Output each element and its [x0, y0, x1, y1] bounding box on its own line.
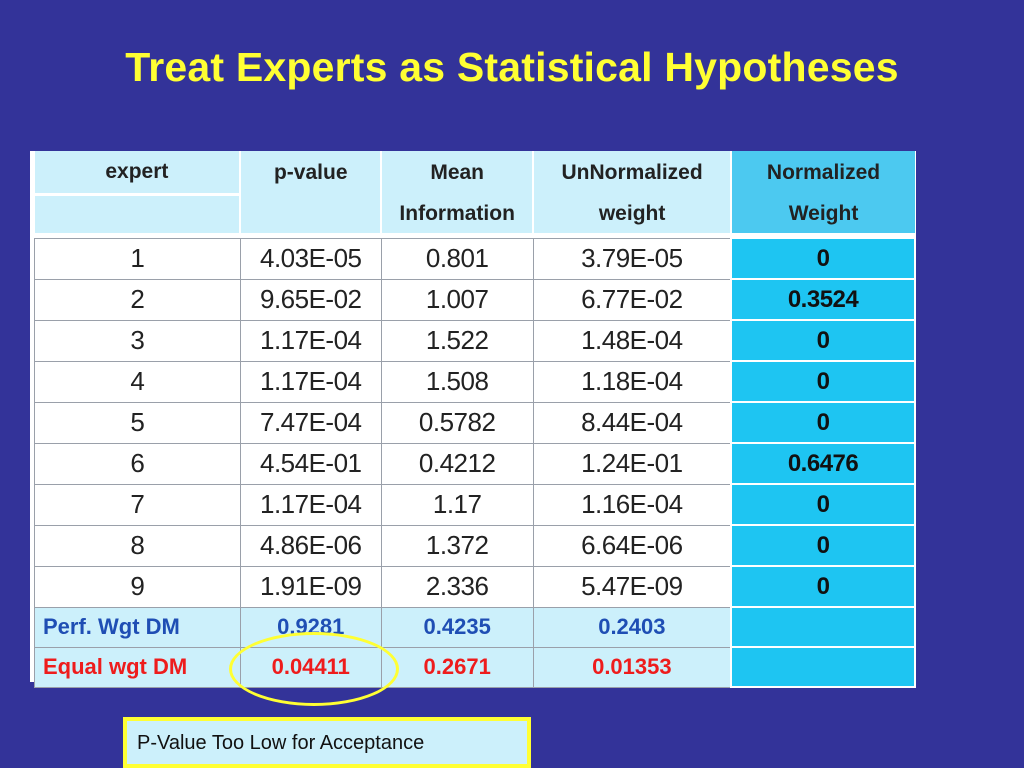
header-row: expert p-value Mean UnNormalized Normali…	[34, 151, 915, 196]
callout-text: P-Value Too Low for Acceptance	[137, 732, 425, 754]
cell-pvalue: 1.17E-04	[239, 483, 382, 526]
header-expert-blank	[34, 194, 242, 233]
header-expert: expert	[34, 151, 242, 196]
perf-dm-unnorm: 0.2403	[532, 606, 732, 648]
header-mean-line1: Mean	[381, 151, 535, 194]
cell-mean: 0.4212	[380, 442, 534, 485]
table-row: 1 4.03E-05 0.801 3.79E-05 0	[34, 237, 916, 280]
header-pvalue: p-value	[240, 151, 383, 194]
cell-mean: 1.17	[380, 483, 534, 526]
equal-weight-dm-row: Equal wgt DM 0.04411 0.2671 0.01353	[34, 646, 916, 688]
cell-norm: 0	[730, 319, 916, 362]
callout-box: P-Value Too Low for Acceptance	[123, 717, 531, 768]
perf-dm-mean: 0.4235	[380, 606, 534, 648]
cell-pvalue: 1.91E-09	[239, 565, 382, 608]
cell-expert: 3	[34, 319, 241, 362]
cell-mean: 1.522	[380, 319, 534, 362]
table-row: 4 1.17E-04 1.508 1.18E-04 0	[34, 360, 916, 403]
cell-pvalue: 9.65E-02	[239, 278, 382, 321]
cell-pvalue: 1.17E-04	[239, 360, 382, 403]
cell-unnorm: 1.24E-01	[532, 442, 732, 485]
cell-unnorm: 1.16E-04	[532, 483, 732, 526]
table-row: 5 7.47E-04 0.5782 8.44E-04 0	[34, 401, 916, 444]
cell-norm: 0	[730, 483, 916, 526]
cell-mean: 0.5782	[380, 401, 534, 444]
results-table: expert p-value Mean UnNormalized Normali…	[34, 151, 916, 688]
table-row: 2 9.65E-02 1.007 6.77E-02 0.3524	[34, 278, 916, 321]
cell-unnorm: 6.64E-06	[532, 524, 732, 567]
cell-mean: 0.801	[380, 237, 534, 280]
cell-unnorm: 8.44E-04	[532, 401, 732, 444]
header-row-2: Information weight Weight	[34, 194, 915, 233]
cell-pvalue: 1.17E-04	[239, 319, 382, 362]
perf-weight-dm-row: Perf. Wgt DM 0.9281 0.4235 0.2403	[34, 606, 916, 648]
header-norm-line1: Normalized	[731, 151, 915, 194]
header-unnorm-line2: weight	[533, 194, 733, 233]
cell-norm: 0.3524	[730, 278, 916, 321]
equal-dm-label: Equal wgt DM	[34, 646, 241, 688]
perf-dm-label: Perf. Wgt DM	[34, 606, 241, 648]
equal-dm-mean: 0.2671	[380, 646, 534, 688]
equal-dm-norm	[730, 646, 916, 688]
cell-unnorm: 1.18E-04	[532, 360, 732, 403]
header-mean-line2: Information	[381, 194, 535, 233]
cell-expert: 8	[34, 524, 241, 567]
cell-expert: 4	[34, 360, 241, 403]
cell-norm: 0	[730, 237, 916, 280]
cell-mean: 1.007	[380, 278, 534, 321]
expert-weights-table: expert p-value Mean UnNormalized Normali…	[30, 151, 916, 688]
cell-expert: 9	[34, 565, 241, 608]
cell-expert: 7	[34, 483, 241, 526]
table-row: 3 1.17E-04 1.522 1.48E-04 0	[34, 319, 916, 362]
cell-pvalue: 4.03E-05	[239, 237, 382, 280]
cell-expert: 5	[34, 401, 241, 444]
cell-mean: 2.336	[380, 565, 534, 608]
cell-unnorm: 6.77E-02	[532, 278, 732, 321]
table-row: 8 4.86E-06 1.372 6.64E-06 0	[34, 524, 916, 567]
perf-dm-norm	[730, 606, 916, 648]
cell-unnorm: 3.79E-05	[532, 237, 732, 280]
cell-pvalue: 4.54E-01	[239, 442, 382, 485]
header-pvalue-blank	[240, 194, 383, 233]
cell-mean: 1.372	[380, 524, 534, 567]
header-unnorm-line1: UnNormalized	[533, 151, 733, 194]
slide-title: Treat Experts as Statistical Hypotheses	[125, 44, 899, 90]
cell-pvalue: 7.47E-04	[239, 401, 382, 444]
cell-norm: 0	[730, 524, 916, 567]
cell-pvalue: 4.86E-06	[239, 524, 382, 567]
table-row: 7 1.17E-04 1.17 1.16E-04 0	[34, 483, 916, 526]
cell-expert: 2	[34, 278, 241, 321]
table-row: 6 4.54E-01 0.4212 1.24E-01 0.6476	[34, 442, 916, 485]
cell-expert: 6	[34, 442, 241, 485]
header-norm-line2: Weight	[731, 194, 915, 233]
cell-expert: 1	[34, 237, 241, 280]
cell-norm: 0	[730, 565, 916, 608]
table-row: 9 1.91E-09 2.336 5.47E-09 0	[34, 565, 916, 608]
cell-unnorm: 1.48E-04	[532, 319, 732, 362]
header-gap	[34, 233, 915, 238]
highlight-ellipse	[229, 632, 399, 706]
cell-mean: 1.508	[380, 360, 534, 403]
data-rows: 1 4.03E-05 0.801 3.79E-05 0 2 9.65E-02 1…	[34, 237, 916, 688]
cell-norm: 0.6476	[730, 442, 916, 485]
cell-unnorm: 5.47E-09	[532, 565, 732, 608]
cell-norm: 0	[730, 360, 916, 403]
equal-dm-unnorm: 0.01353	[532, 646, 732, 688]
cell-norm: 0	[730, 401, 916, 444]
